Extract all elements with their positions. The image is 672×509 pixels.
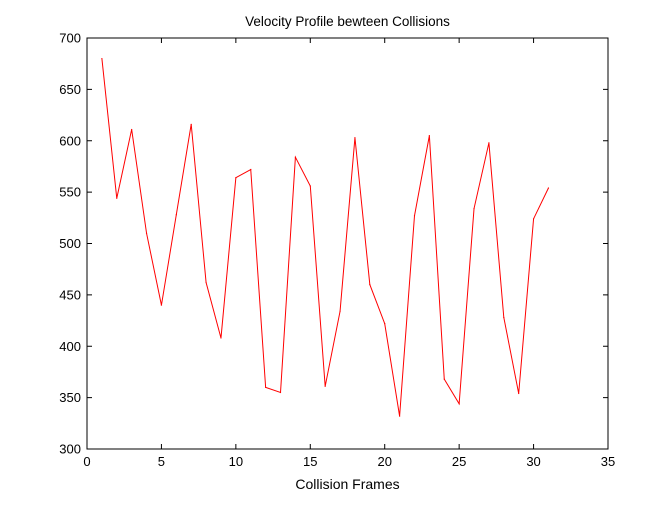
data-point — [309, 185, 311, 187]
x-tick-label: 20 — [377, 454, 391, 469]
x-tick-label: 0 — [83, 454, 90, 469]
data-point — [101, 57, 103, 60]
data-point — [324, 385, 326, 387]
data-point — [503, 316, 505, 319]
y-tick-label: 450 — [59, 287, 81, 302]
data-point — [131, 128, 133, 131]
y-tick-label: 300 — [59, 442, 81, 457]
data-point — [294, 156, 296, 158]
data-point — [547, 187, 550, 189]
data-point — [145, 232, 148, 234]
data-point — [384, 323, 386, 325]
data-point — [116, 197, 118, 199]
data-point — [220, 337, 222, 339]
data-point — [339, 310, 341, 312]
data-point — [265, 386, 267, 388]
y-tick-label: 550 — [59, 185, 81, 200]
x-tick-label: 35 — [601, 454, 615, 469]
data-point — [190, 123, 192, 125]
x-axis-label: Collision Frames — [295, 476, 399, 492]
data-point — [175, 214, 177, 216]
y-tick-label: 650 — [59, 82, 81, 97]
y-tick-label: 500 — [59, 236, 81, 251]
x-tick-label: 5 — [158, 454, 165, 469]
y-tick-label: 400 — [59, 339, 81, 354]
data-point — [160, 304, 163, 306]
x-tick-label: 15 — [303, 454, 317, 469]
data-point — [354, 137, 356, 139]
data-point — [369, 284, 371, 286]
plot-background — [87, 38, 608, 449]
data-point — [399, 415, 401, 417]
x-tick-label: 10 — [229, 454, 243, 469]
x-tick-label: 25 — [452, 454, 466, 469]
plot-frame — [86, 37, 609, 450]
data-point — [413, 215, 416, 217]
data-point — [279, 391, 282, 394]
ticks-layer: 0 5 10 15 20 25 30 35 300 350 400 450 500 550 600 650 70… — [59, 31, 615, 470]
data-point — [458, 403, 460, 405]
series-0 — [101, 57, 550, 417]
y-tick-label: 600 — [59, 133, 81, 148]
y-tick-label: 700 — [59, 31, 81, 46]
data-point — [473, 207, 475, 210]
x-tick-label: 30 — [526, 454, 540, 469]
y-tick-label: 350 — [59, 390, 81, 405]
data-point — [205, 281, 207, 284]
series-layer — [101, 57, 550, 417]
data-point — [428, 135, 430, 137]
data-point — [250, 168, 252, 171]
data-point — [235, 177, 237, 179]
data-point — [532, 218, 535, 220]
data-point — [443, 378, 445, 380]
chart-title: Velocity Profile bewteen Collisions — [245, 14, 450, 29]
data-point — [518, 392, 520, 395]
data-point — [488, 142, 490, 144]
